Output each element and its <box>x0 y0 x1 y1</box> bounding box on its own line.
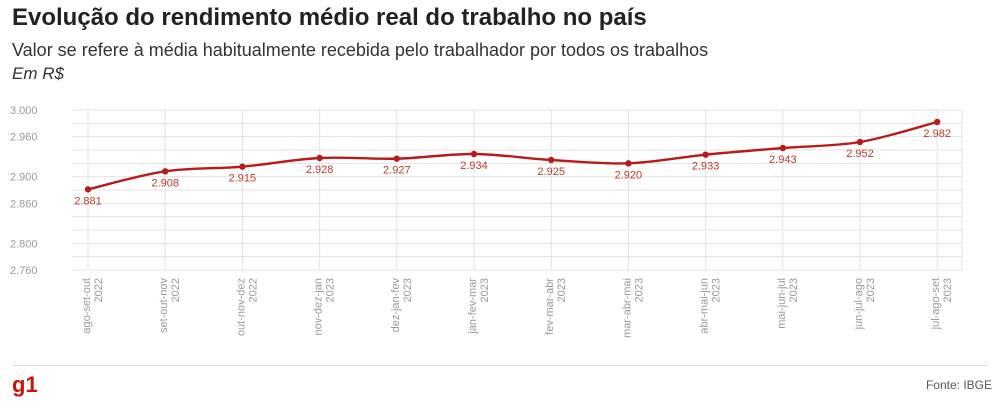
x-tick-year: 2022 <box>170 278 182 302</box>
x-tick-label: ago-set-out 2022 <box>81 278 105 334</box>
x-tick-period: dez-jan-fev <box>390 278 402 333</box>
data-point <box>316 154 323 162</box>
x-tick-period: ago-set-out <box>81 278 93 334</box>
source-note: Fonte: IBGE <box>925 378 992 392</box>
x-tick-period: jul-ago-set <box>930 278 942 330</box>
data-label: 2.908 <box>151 177 179 189</box>
x-tick-period: fev-mar-abr <box>544 278 556 335</box>
x-tick-year: 2023 <box>942 278 954 302</box>
y-tick-label: 2.900 <box>10 172 38 184</box>
data-label: 2.925 <box>537 166 565 178</box>
x-tick-label: nov-dez-jan 2023 <box>313 278 337 335</box>
chart-title: Evolução do rendimento médio real do tra… <box>12 4 647 31</box>
y-tick-label: 2.760 <box>10 265 38 277</box>
x-tick-year: 2023 <box>402 278 414 302</box>
x-tick-period: jun-jul-ago <box>853 278 865 330</box>
x-tick-year: 2023 <box>788 278 800 302</box>
x-tick-label: jan-fev-mar 2023 <box>467 278 491 335</box>
data-point <box>239 163 246 170</box>
x-tick-year: 2023 <box>479 278 491 302</box>
x-tick-period: mar-abr-mai <box>621 278 633 338</box>
data-point <box>856 138 864 146</box>
x-tick-year: 2023 <box>633 278 645 302</box>
data-point <box>625 160 632 167</box>
data-point <box>934 118 941 126</box>
series-line <box>87 120 938 191</box>
x-tick-period: abr-mai-jun <box>699 278 711 334</box>
chart-unit: Em R$ <box>12 64 64 83</box>
data-label: 2.982 <box>923 128 951 140</box>
y-tick-label: 2.860 <box>10 198 38 210</box>
data-point <box>470 150 478 158</box>
data-label: 2.943 <box>769 154 797 166</box>
x-tick-period: jan-fev-mar <box>467 278 479 335</box>
y-tick-label: 3.000 <box>10 105 38 117</box>
x-tick-label: jul-ago-set 2023 <box>930 278 954 330</box>
data-point <box>393 155 400 162</box>
data-label: 2.934 <box>460 160 488 172</box>
x-tick-year: 2023 <box>325 278 337 302</box>
x-tick-label: fev-mar-abr 2023 <box>544 278 568 335</box>
x-tick-label: mai-jun-jul 2023 <box>776 278 800 329</box>
x-tick-label: jun-jul-ago 2023 <box>853 278 877 330</box>
data-point <box>779 144 786 152</box>
x-tick-period: set-out-nov <box>158 278 170 334</box>
data-label: 2.927 <box>383 165 411 177</box>
data-label: 2.928 <box>306 164 334 176</box>
data-label: 2.920 <box>615 169 643 181</box>
x-tick-period: out-nov-dez <box>235 278 247 336</box>
x-tick-label: abr-mai-jun 2023 <box>699 278 723 334</box>
data-label: 2.915 <box>229 173 257 185</box>
chart-subtitle: Valor se refere à média habitualmente re… <box>12 40 709 60</box>
data-label: 2.933 <box>692 161 720 173</box>
data-label: 2.881 <box>74 195 102 207</box>
data-point <box>84 186 92 193</box>
g1-logo: g1 <box>12 372 38 397</box>
footer-divider <box>12 365 988 366</box>
data-point <box>702 151 709 158</box>
data-point <box>162 168 169 175</box>
x-tick-year: 2023 <box>711 278 723 302</box>
x-tick-year: 2023 <box>865 278 877 302</box>
x-tick-label: mar-abr-mai 2023 <box>621 278 645 338</box>
x-tick-year: 2022 <box>247 278 259 302</box>
line-chart: 3.000 2.960 2.900 2.860 2.800 2.760 ago-set-ou… <box>10 105 963 338</box>
y-tick-label: 2.800 <box>10 238 38 250</box>
data-label: 2.952 <box>846 148 874 160</box>
x-tick-year: 2022 <box>93 278 105 302</box>
x-tick-label: out-nov-dez 2022 <box>235 278 259 336</box>
x-tick-period: nov-dez-jan <box>313 278 325 335</box>
x-tick-label: dez-jan-fev 2023 <box>390 278 414 333</box>
y-tick-label: 2.960 <box>10 132 38 144</box>
x-tick-year: 2023 <box>556 278 568 302</box>
x-tick-label: set-out-nov 2022 <box>158 278 182 334</box>
data-point <box>548 156 555 164</box>
x-tick-period: mai-jun-jul <box>776 278 788 329</box>
